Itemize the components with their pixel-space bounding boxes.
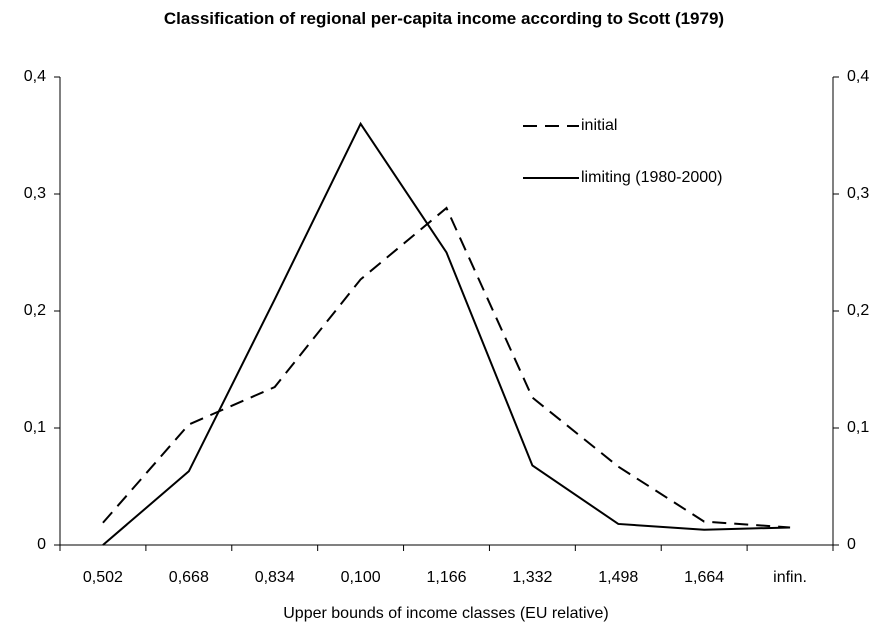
y-tick-label: 0,4 [24,68,46,85]
x-tick-label: infin. [773,569,807,586]
y-tick-label: 0 [37,536,46,553]
series-line [102,121,791,546]
x-tick-label: 0,502 [83,569,123,586]
x-tick-label: 1,166 [426,569,466,586]
y2-tick-label: 0,2 [847,302,869,319]
chart-title: Classification of regional per-capita in… [163,9,725,28]
y-tick-label: 0,3 [24,185,46,202]
y2-tick-label: 0,3 [847,185,869,202]
y2-tick-label: 0,1 [847,419,869,436]
x-axis-label: Upper bounds of income classes (EU relat… [283,605,608,622]
x-tick-label: 1,498 [598,569,638,586]
x-tick-label: 0,668 [169,569,209,586]
y2-tick-label: 0,4 [847,68,869,85]
x-tick-label: 1,664 [684,569,724,586]
legend-label: initial [581,117,617,134]
legend-label: limiting (1980-2000) [581,169,722,186]
x-tick-label: 0,100 [341,569,381,586]
y2-tick-label: 0 [847,536,856,553]
y-tick-label: 0,1 [24,419,46,436]
x-tick-label: 1,332 [512,569,552,586]
series-line [102,206,791,529]
y-tick-label: 0,2 [24,302,46,319]
x-tick-label: 0,834 [255,569,295,586]
